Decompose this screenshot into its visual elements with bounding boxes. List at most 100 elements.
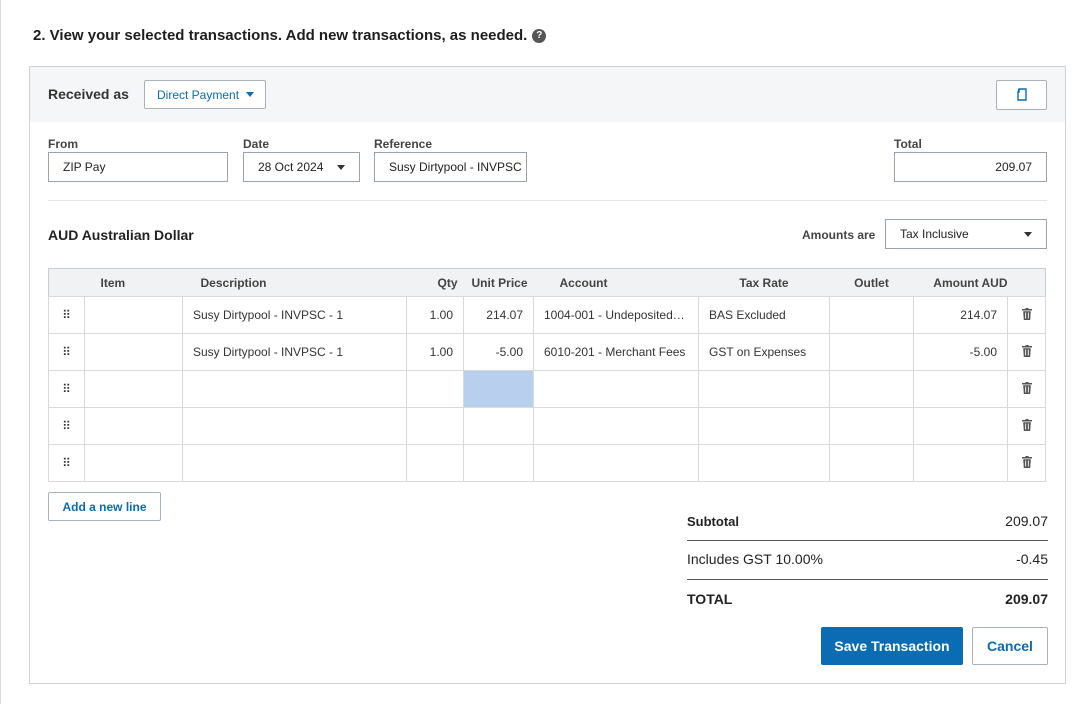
amounts-are-dropdown[interactable]: Tax Inclusive [885, 219, 1047, 249]
tax-rate-cell[interactable] [698, 444, 830, 482]
qty-cell[interactable]: 1.00 [406, 296, 464, 334]
grand-total-label: TOTAL [687, 591, 733, 607]
summary-divider [687, 540, 1048, 541]
table-row: ⠿ [48, 444, 1046, 482]
add-new-line-button[interactable]: Add a new line [48, 492, 161, 521]
subtotal-value: 209.07 [1005, 513, 1048, 529]
cancel-label: Cancel [987, 638, 1033, 654]
amount-cell[interactable] [913, 370, 1008, 408]
amount-cell[interactable] [913, 444, 1008, 482]
amount-cell[interactable] [913, 407, 1008, 445]
account-cell[interactable]: 1004-001 - Undeposited Funds [533, 296, 699, 334]
date-value: 28 Oct 2024 [258, 160, 324, 174]
tax-rate-cell[interactable]: BAS Excluded [698, 296, 830, 334]
amounts-are-value: Tax Inclusive [900, 227, 969, 241]
unit-price-cell[interactable]: 214.07 [463, 296, 534, 334]
save-transaction-label: Save Transaction [834, 638, 950, 654]
outlet-cell[interactable] [829, 296, 914, 334]
description-cell[interactable] [182, 370, 407, 408]
drag-handle-icon[interactable]: ⠿ [48, 370, 85, 408]
cancel-button[interactable]: Cancel [972, 627, 1048, 665]
header-outlet: Outlet [829, 268, 914, 297]
qty-cell[interactable]: 1.00 [406, 333, 464, 371]
description-cell[interactable]: Susy Dirtypool - INVPSC - 1 [182, 333, 407, 371]
help-icon[interactable]: ? [532, 28, 547, 43]
description-cell[interactable] [182, 407, 407, 445]
reference-value: Susy Dirtypool - INVPSC [389, 160, 522, 174]
line-items-table: Item Description Qty Unit Price Account … [48, 268, 1046, 482]
table-row: ⠿ [48, 407, 1046, 445]
amounts-are-label: Amounts are [802, 228, 876, 242]
copy-button[interactable] [996, 80, 1047, 110]
subtotal-row: Subtotal 209.07 [687, 513, 1048, 529]
drag-handle-icon[interactable]: ⠿ [48, 407, 85, 445]
account-cell[interactable] [533, 370, 699, 408]
transaction-panel: Received as Direct Payment From ZIP Pay … [29, 66, 1066, 684]
amount-cell[interactable]: -5.00 [913, 333, 1008, 371]
unit-price-cell[interactable] [463, 407, 534, 445]
from-label: From [48, 137, 78, 151]
amount-cell[interactable]: 214.07 [913, 296, 1008, 334]
delete-row-button[interactable] [1007, 407, 1046, 445]
step-title: 2. View your selected transactions. Add … [33, 27, 547, 44]
add-new-line-label: Add a new line [62, 499, 147, 514]
item-cell[interactable] [84, 296, 183, 334]
qty-cell[interactable] [406, 444, 464, 482]
delete-row-button[interactable] [1007, 296, 1046, 334]
item-cell[interactable] [84, 444, 183, 482]
unit-price-cell[interactable] [463, 444, 534, 482]
qty-cell[interactable] [406, 407, 464, 445]
account-cell[interactable] [533, 407, 699, 445]
header-description: Description [182, 268, 407, 297]
total-value: 209.07 [995, 160, 1032, 174]
save-transaction-button[interactable]: Save Transaction [821, 627, 963, 665]
date-field[interactable]: 28 Oct 2024 [243, 152, 360, 182]
header-handle [48, 268, 85, 297]
account-cell[interactable]: 6010-201 - Merchant Fees [533, 333, 699, 371]
item-cell[interactable] [84, 370, 183, 408]
item-cell[interactable] [84, 407, 183, 445]
item-cell[interactable] [84, 333, 183, 371]
tax-rate-cell[interactable] [698, 407, 830, 445]
description-cell[interactable]: Susy Dirtypool - INVPSC - 1 [182, 296, 407, 334]
grand-total-value: 209.07 [1005, 591, 1048, 607]
delete-row-button[interactable] [1007, 333, 1046, 371]
tax-rate-cell[interactable]: GST on Expenses [698, 333, 830, 371]
table-row: ⠿ [48, 370, 1046, 408]
date-label: Date [243, 137, 270, 151]
unit-price-cell-selected[interactable] [463, 370, 534, 408]
page-edge [0, 0, 1, 704]
total-field[interactable]: 209.07 [894, 152, 1047, 182]
unit-price-cell[interactable]: -5.00 [463, 333, 534, 371]
from-field[interactable]: ZIP Pay [48, 152, 228, 182]
outlet-cell[interactable] [829, 370, 914, 408]
outlet-cell[interactable] [829, 407, 914, 445]
header-item: Item [84, 268, 183, 297]
description-cell[interactable] [182, 444, 407, 482]
reference-field[interactable]: Susy Dirtypool - INVPSC [374, 152, 527, 182]
delete-row-button[interactable] [1007, 444, 1046, 482]
outlet-cell[interactable] [829, 333, 914, 371]
received-as-dropdown[interactable]: Direct Payment [144, 80, 266, 109]
caret-down-icon [1024, 231, 1032, 237]
account-cell[interactable] [533, 444, 699, 482]
qty-cell[interactable] [406, 370, 464, 408]
drag-handle-icon[interactable]: ⠿ [48, 444, 85, 482]
table-row: ⠿ Susy Dirtypool - INVPSC - 1 1.00 -5.00… [48, 333, 1046, 371]
table-row: ⠿ Susy Dirtypool - INVPSC - 1 1.00 214.0… [48, 296, 1046, 334]
caret-down-icon [337, 164, 345, 170]
drag-handle-icon[interactable]: ⠿ [48, 333, 85, 371]
caret-down-icon [246, 92, 255, 97]
drag-handle-icon[interactable]: ⠿ [48, 296, 85, 334]
tax-rate-cell[interactable] [698, 370, 830, 408]
reference-label: Reference [374, 137, 433, 151]
header-tax-rate: Tax Rate [698, 268, 830, 297]
from-value: ZIP Pay [63, 160, 106, 174]
trash-icon [1021, 307, 1032, 320]
gst-row: Includes GST 10.00% -0.45 [687, 551, 1048, 567]
header-qty: Qty [406, 268, 464, 297]
outlet-cell[interactable] [829, 444, 914, 482]
gst-label: Includes GST 10.00% [687, 551, 823, 567]
header-unit-price: Unit Price [463, 268, 534, 297]
delete-row-button[interactable] [1007, 370, 1046, 408]
